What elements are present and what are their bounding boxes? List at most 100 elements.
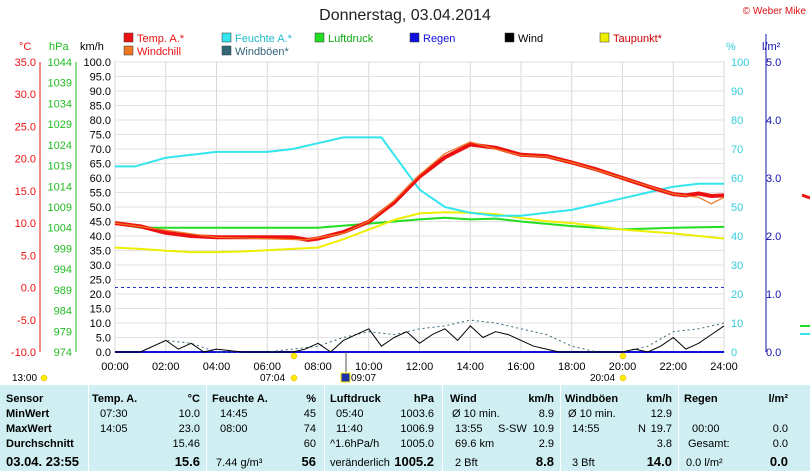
temp-tick-label: 10.0 xyxy=(15,218,36,230)
gust-max-direction: N xyxy=(638,423,646,435)
series-line-luftdruck xyxy=(114,216,725,231)
copyright-label: © Weber Mike xyxy=(743,6,807,17)
wind-distance: 69.6 km xyxy=(455,438,495,450)
weather-chart: Donnerstag, 03.04.2014 © Weber Mike Temp… xyxy=(11,6,810,384)
header-temp: Temp. A. xyxy=(92,393,138,405)
time-tick-label: 04:00 xyxy=(203,361,231,373)
time-tick-label: 20:00 xyxy=(609,361,637,373)
legend-swatch xyxy=(409,32,420,43)
press-min-time: 05:40 xyxy=(336,408,364,420)
humidity-tick-label: 20 xyxy=(731,289,743,301)
pressure-tick-label: 1039 xyxy=(48,78,72,90)
series-line-taupunkt xyxy=(114,211,725,254)
wind-tick-label: 0.0 xyxy=(96,347,111,359)
gust-avg10-value: 12.9 xyxy=(650,408,672,420)
time-tick-label: 00:00 xyxy=(101,361,129,373)
pressure-tick-label: 974 xyxy=(54,347,72,359)
sun-markers: 13:00 07:04 09:07 20:04 xyxy=(12,352,627,384)
legend-label: Temp. A.* xyxy=(137,33,185,45)
temp-tick-label: 15.0 xyxy=(15,186,36,198)
wind-current-value: 8.8 xyxy=(535,454,554,469)
temp-max-value: 23.0 xyxy=(178,423,200,435)
temp-min-value: 10.0 xyxy=(178,408,200,420)
sun-icon xyxy=(619,374,627,382)
wind-tick-label: 75.0 xyxy=(90,130,111,142)
legend-swatch xyxy=(123,32,134,43)
legend-label: Regen xyxy=(423,33,455,45)
gust-max-value: 19.7 xyxy=(650,423,672,435)
wind-axis-unit: km/h xyxy=(80,41,104,53)
press-max-value: 1006.9 xyxy=(400,423,434,435)
legend-label: Taupunkt* xyxy=(613,33,663,45)
time-tick-label: 08:00 xyxy=(304,361,332,373)
hum-min-time: 14:45 xyxy=(220,408,248,420)
hum-current-value: 56 xyxy=(301,454,316,469)
time-tick-label: 18:00 xyxy=(558,361,586,373)
summary-table: Sensor Temp. A. °C Feuchte A. % Luftdruc… xyxy=(0,385,810,471)
wind-tick-label: 100.0 xyxy=(83,57,111,69)
legend-label: Wind xyxy=(518,33,543,45)
legend-swatch xyxy=(599,32,610,43)
wind-tick-label: 40.0 xyxy=(90,231,111,243)
sunset-label: 20:04 xyxy=(590,373,615,384)
temp-tick-label: 5.0 xyxy=(21,250,36,262)
temp-tick-label: 35.0 xyxy=(15,57,36,69)
rain-tick-label: 0.0 xyxy=(766,347,781,359)
time-tick-label: 14:00 xyxy=(456,361,484,373)
pressure-tick-label: 1004 xyxy=(48,223,72,235)
temp-tick-label: 30.0 xyxy=(15,89,36,101)
time-tick-label: 06:00 xyxy=(253,361,281,373)
row-label-min: MinWert xyxy=(6,408,50,420)
pressure-tick-label: 1019 xyxy=(48,161,72,173)
rain-tick-label: 5.0 xyxy=(766,57,781,69)
humidity-tick-label: 80 xyxy=(731,115,743,127)
wind-tick-label: 15.0 xyxy=(90,304,111,316)
column-divider xyxy=(442,385,443,471)
wind-max-time: 13:55 xyxy=(455,423,483,435)
hum-max-time: 08:00 xyxy=(220,423,248,435)
press-forecast-label: veränderlich xyxy=(330,457,390,469)
humidity-tick-label: 60 xyxy=(731,173,743,185)
column-divider xyxy=(560,385,561,471)
header-temp-unit: °C xyxy=(187,393,200,405)
legend-label: Luftdruck xyxy=(328,33,374,45)
time-tick-label: 16:00 xyxy=(507,361,535,373)
gust-max-time: 14:55 xyxy=(572,423,600,435)
press-min-value: 1003.6 xyxy=(400,408,434,420)
wind-avg-value: 2.9 xyxy=(538,438,554,450)
sun-icon xyxy=(290,374,298,382)
wind-tick-label: 5.0 xyxy=(96,333,111,345)
wind-tick-label: 55.0 xyxy=(90,188,111,200)
column-divider xyxy=(88,385,89,471)
legend-swatch xyxy=(314,32,325,43)
humidity-tick-label: 70 xyxy=(731,144,743,156)
time-tick-label: 10:00 xyxy=(355,361,383,373)
header-press-unit: hPa xyxy=(413,393,434,405)
legend-swatch xyxy=(123,45,134,56)
pressure-tick-label: 989 xyxy=(54,285,72,297)
legend-swatch xyxy=(221,45,232,56)
press-max-time: 11:40 xyxy=(336,423,363,435)
humidity-axis-unit: % xyxy=(726,41,736,53)
press-avg-value: 1005.0 xyxy=(400,438,434,450)
wind-tick-label: 50.0 xyxy=(90,202,111,214)
rain-axis-unit: l/m² xyxy=(762,41,781,53)
humidity-tick-label: 100 xyxy=(731,57,749,69)
gust-avg-value: 3.8 xyxy=(656,438,672,450)
pressure-tick-label: 984 xyxy=(54,306,72,318)
gust-beaufort: 3 Bft xyxy=(572,457,595,469)
temp-axis-unit: °C xyxy=(19,41,31,53)
wind-avg10-value: 8.9 xyxy=(538,408,554,420)
column-divider xyxy=(678,385,679,471)
pressure-tick-label: 994 xyxy=(54,264,72,276)
gust-current-value: 14.0 xyxy=(646,454,672,469)
page-title: Donnerstag, 03.04.2014 xyxy=(319,7,491,24)
row-label-now: 03.04. 23:55 xyxy=(6,454,80,469)
header-rain: Regen xyxy=(684,393,718,405)
header-gust: Windböen xyxy=(565,393,619,405)
pressure-tick-label: 1034 xyxy=(48,98,72,110)
hum-min-value: 45 xyxy=(303,408,316,420)
humidity-tick-label: 90 xyxy=(731,86,743,98)
wind-beaufort: 2 Bft xyxy=(455,457,478,469)
grid-lines xyxy=(114,61,725,353)
